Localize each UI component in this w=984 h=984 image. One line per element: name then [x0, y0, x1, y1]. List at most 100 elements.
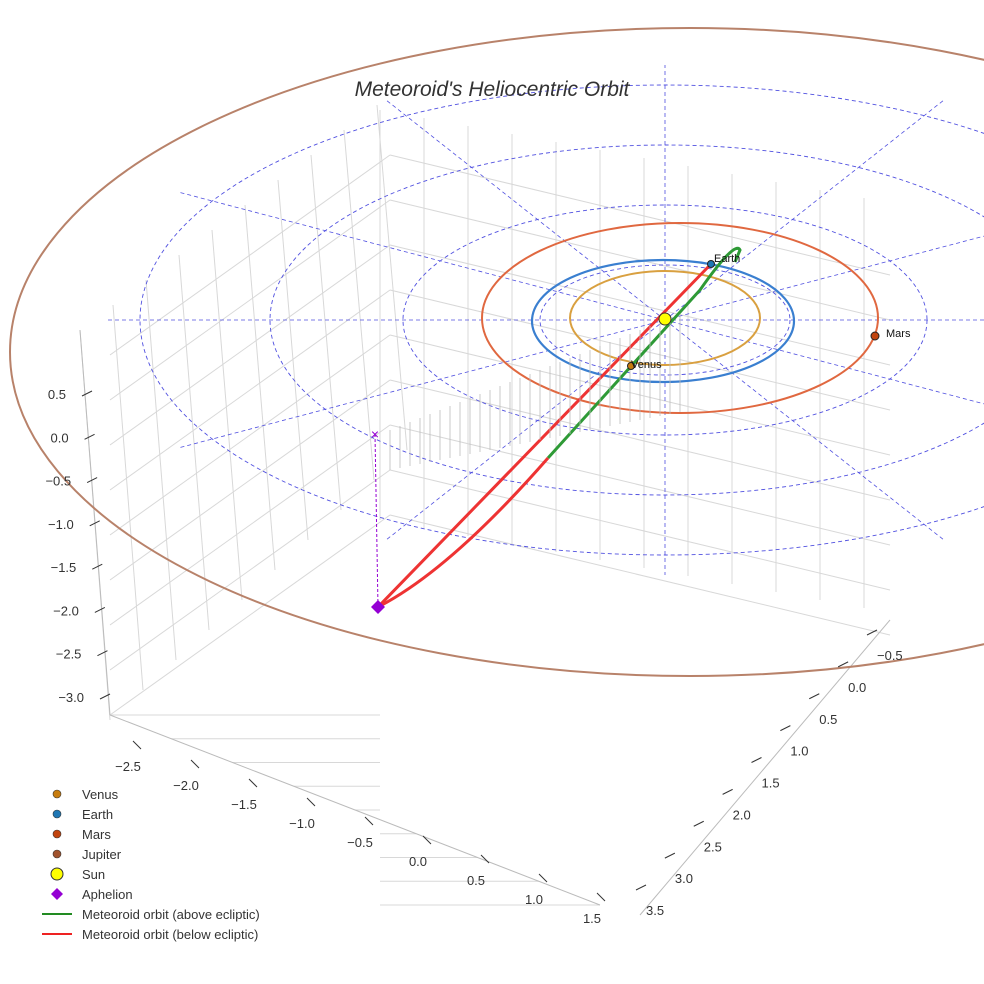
legend-marker-aphelion — [51, 888, 63, 900]
grid-line — [376, 104, 408, 451]
x-axis-tick — [596, 892, 606, 902]
mars-marker — [870, 331, 880, 341]
grid-line — [145, 279, 177, 661]
ecliptic-polar-grid — [105, 65, 984, 575]
legend: Venus Earth Mars Jupiter Sun Aphelion Meteoroi… — [42, 787, 260, 942]
y-axis-tick — [809, 693, 820, 700]
venus-orbit — [569, 270, 761, 366]
grid-line — [112, 304, 144, 691]
x-axis-tick — [190, 759, 200, 769]
z-axis-tick-label: −0.5 — [45, 474, 71, 489]
x-axis-tick — [538, 873, 548, 883]
mars-orbit — [481, 222, 879, 414]
grid-line — [244, 204, 276, 571]
legend-marker-jupiter — [52, 849, 62, 859]
x-axis-line — [109, 714, 601, 906]
grid-line — [389, 469, 891, 591]
grid-line — [109, 199, 391, 401]
grid-line — [343, 129, 375, 481]
x-axis-tick-label: 1.0 — [525, 892, 543, 907]
z-axis-tick — [86, 477, 98, 484]
z-axis-tick — [84, 433, 95, 440]
x-axis-tick — [422, 835, 432, 845]
y-axis-tick-label: 3.0 — [675, 871, 693, 886]
y-axis-line — [639, 619, 891, 916]
sun-marker — [658, 312, 672, 326]
grid-line — [109, 334, 391, 536]
markers: × Earth Mars Venus — [371, 253, 911, 614]
z-axis-tick — [89, 520, 100, 527]
venus-label: Venus — [631, 359, 662, 371]
legend-label: Mars — [82, 827, 111, 842]
y-axis-tick — [780, 725, 791, 732]
legend-label: Jupiter — [82, 847, 122, 862]
legend-marker-venus — [52, 789, 62, 799]
y-axis-tick-label: 1.5 — [762, 776, 780, 791]
z-axis-tick-label: 0.0 — [50, 430, 68, 445]
meteoroid-orbit-below-inbound — [376, 262, 713, 609]
aphelion-marker — [371, 600, 385, 614]
y-axis-tick-label: 1.0 — [790, 744, 808, 759]
legend-label: Venus — [82, 787, 119, 802]
legend-label: Meteoroid orbit (below ecliptic) — [82, 927, 258, 942]
legend-marker-sun — [50, 867, 64, 881]
aphelion-drop-line — [374, 433, 379, 608]
y-axis-tick — [693, 820, 704, 827]
earth-marker — [707, 260, 715, 268]
x-axis-tick-label: −2.0 — [173, 778, 199, 793]
z-axis-tick-label: −1.5 — [51, 560, 77, 575]
y-axis-tick-label: 2.5 — [704, 839, 722, 854]
x-axis-tick — [480, 854, 490, 864]
x-axis-tick — [306, 797, 316, 807]
x-axis-tick — [364, 816, 374, 826]
grid-line — [109, 469, 391, 671]
axis-panes — [79, 104, 891, 916]
grid-line — [389, 379, 891, 501]
polar-grid-spoke — [664, 235, 984, 321]
legend-marker-earth — [52, 809, 62, 819]
z-axis-line — [79, 329, 111, 716]
y-axis-tick — [837, 661, 849, 668]
earth-label: Earth — [714, 253, 740, 265]
grid-line — [109, 424, 391, 626]
grid-line — [109, 379, 391, 581]
x-axis-tick-label: 0.5 — [467, 873, 485, 888]
grid-line — [211, 229, 243, 601]
polar-grid-spoke — [384, 98, 666, 321]
z-axis-tick — [81, 390, 93, 397]
z-axis-tick-label: −1.0 — [48, 517, 74, 532]
grid-line — [389, 244, 891, 366]
grid-line — [109, 289, 391, 491]
y-axis-tick-label: −0.5 — [877, 648, 903, 663]
x-axis-tick-label: −1.0 — [289, 816, 315, 831]
z-axis-tick — [97, 650, 108, 657]
z-axis-tick-label: 0.5 — [48, 387, 66, 402]
axis-ticks: 0.5 0.0 −0.5 −1.0 −1.5 −2.0 −2.5 −3.0 −2.5 −2.0 −1… — [45, 387, 902, 926]
legend-label: Sun — [82, 867, 105, 882]
y-axis-tick-label: 2.0 — [733, 807, 751, 822]
planet-orbits — [9, 27, 984, 677]
legend-marker-mars — [52, 829, 62, 839]
x-axis-tick-label: 1.5 — [583, 911, 601, 926]
earth-orbit — [530, 258, 796, 384]
x-axis-tick-label: 0.0 — [409, 854, 427, 869]
y-axis-tick-label: 0.0 — [848, 680, 866, 695]
venus-marker — [627, 362, 635, 370]
grid-line — [178, 254, 210, 631]
y-axis-tick — [866, 629, 878, 636]
z-axis-tick-label: −3.0 — [58, 690, 84, 705]
grid-line — [109, 154, 391, 356]
polar-grid-spoke — [664, 98, 946, 321]
legend-label: Aphelion — [82, 887, 133, 902]
y-axis-tick — [635, 884, 647, 891]
aphelion-projection-marker: × — [371, 426, 379, 442]
z-axis-tick-label: −2.0 — [53, 603, 79, 618]
meteoroid-orbit-below-outbound — [377, 457, 550, 609]
grid-line — [277, 179, 309, 541]
y-axis-tick — [664, 852, 676, 859]
y-axis-tick — [722, 788, 733, 795]
z-axis-tick — [94, 606, 106, 613]
jupiter-orbit — [9, 27, 984, 677]
grid-line — [389, 154, 891, 276]
